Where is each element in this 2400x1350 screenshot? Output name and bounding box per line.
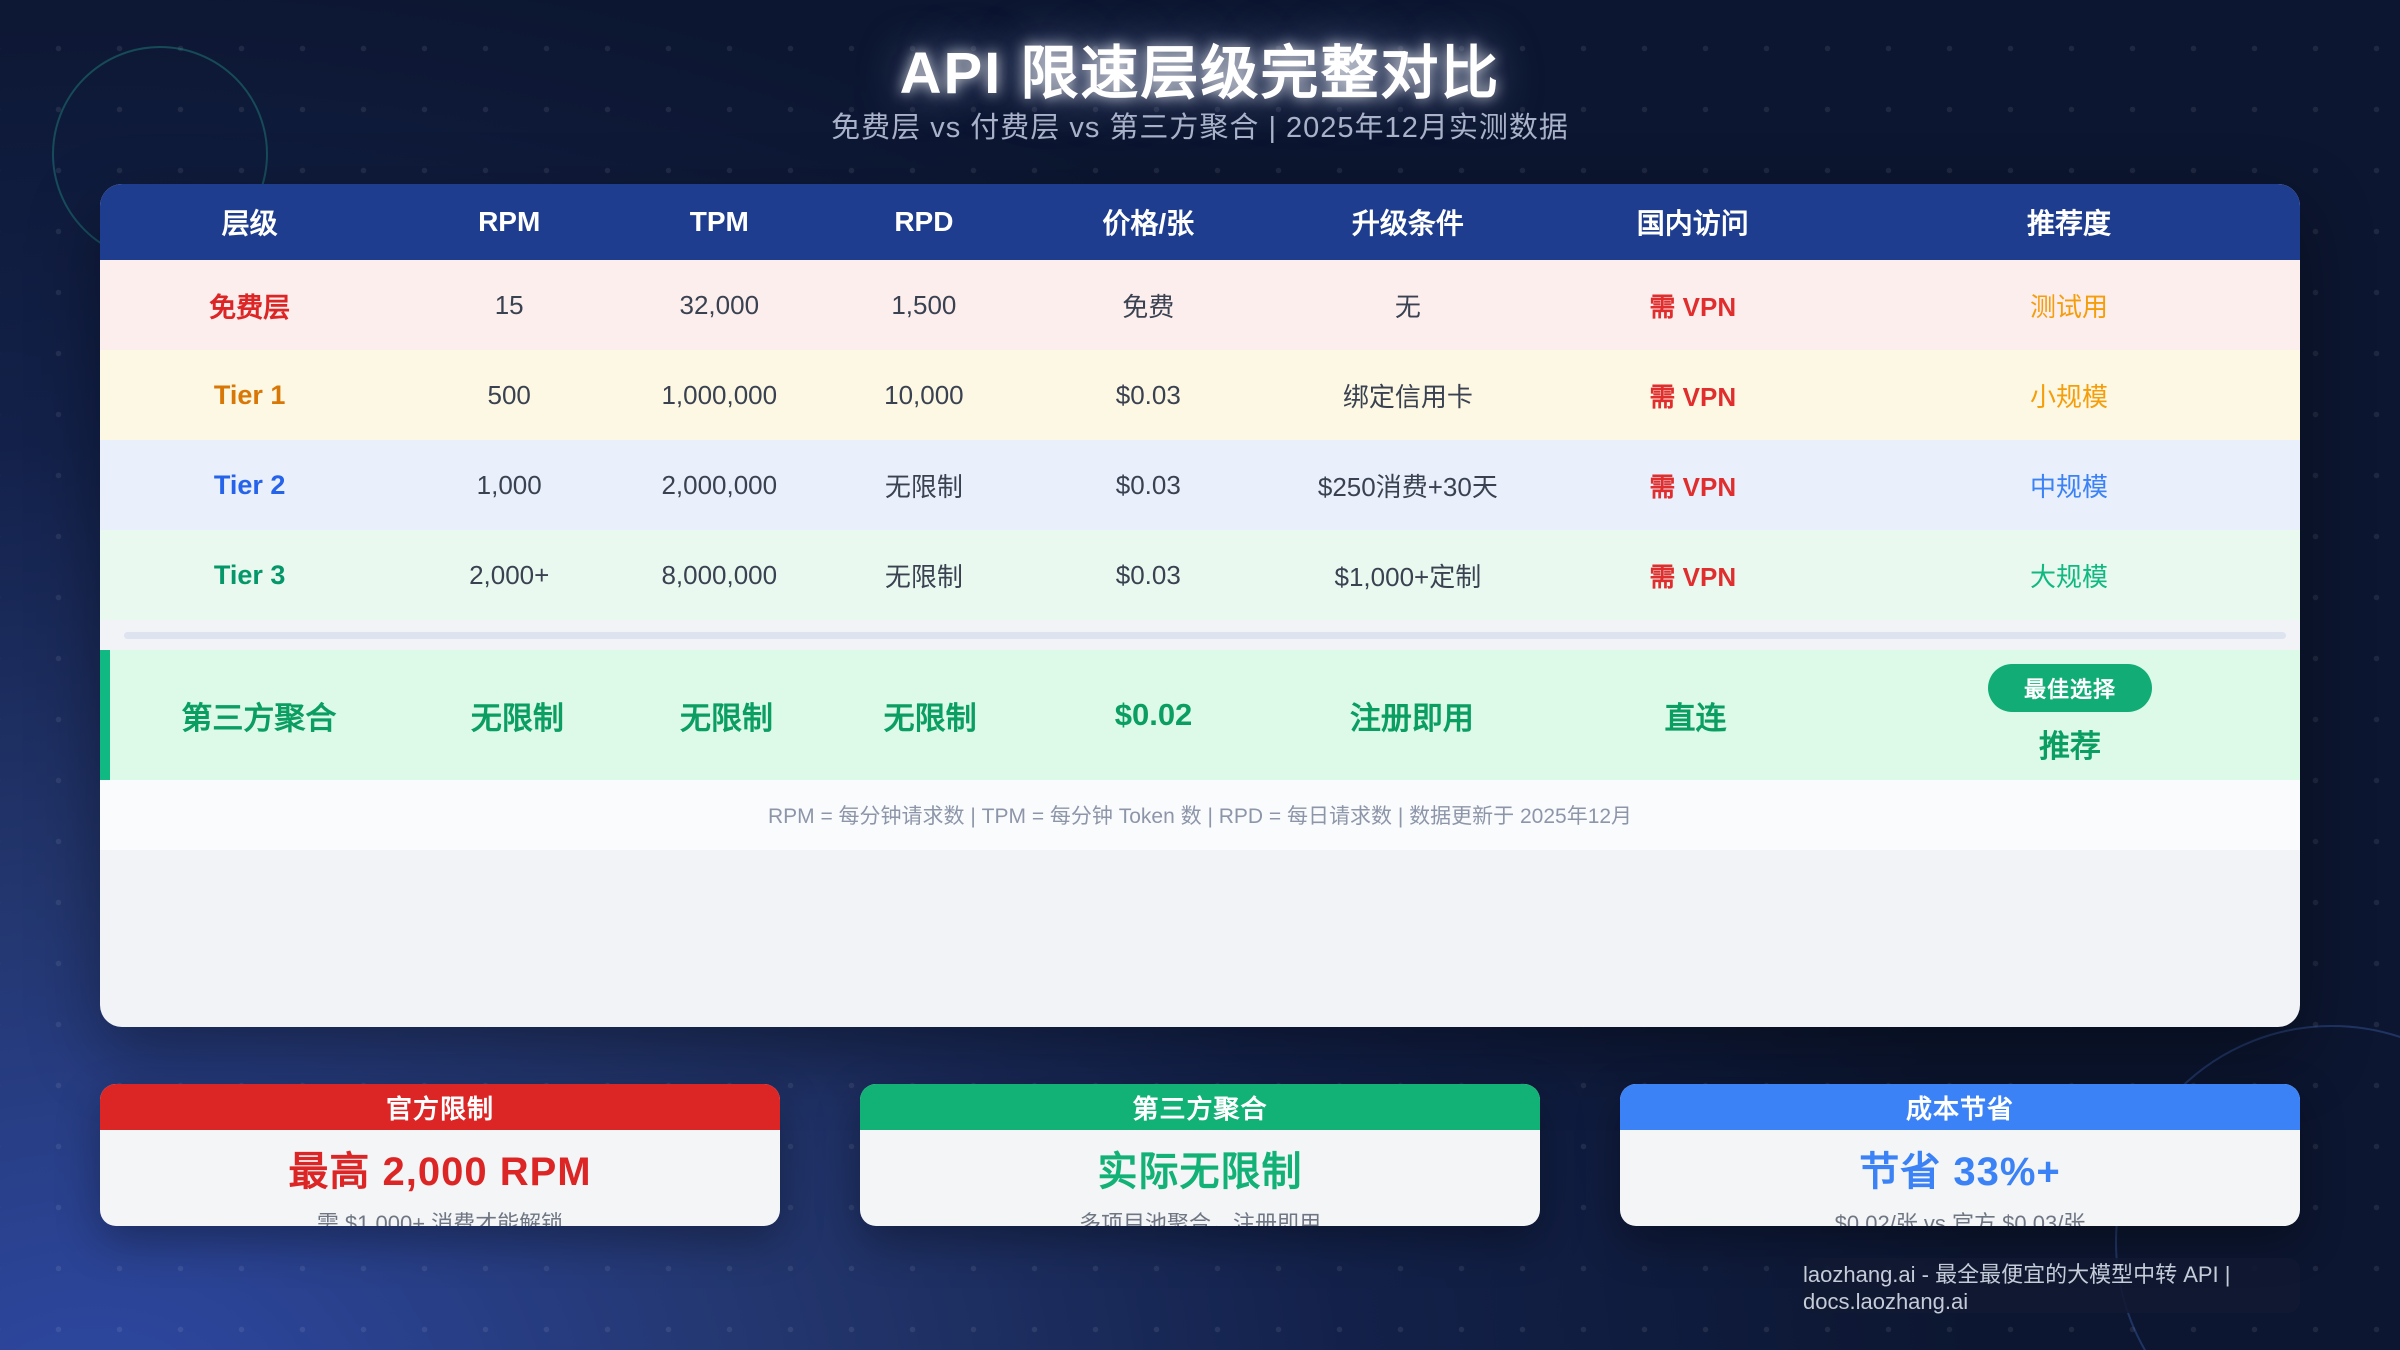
upgrade-condition: 无	[1394, 291, 1421, 322]
access-status: 需 VPN	[1649, 471, 1737, 502]
card-value: 节省 33%+	[1859, 1150, 2061, 1194]
tier-label: 免费层	[209, 292, 291, 323]
rpm-value: 15	[494, 289, 524, 320]
summary-card-cost-saving: 成本节省 节省 33%+ $0.02/张 vs 官方 $0.03/张	[1620, 1084, 2300, 1226]
rpm-value: 无限制	[470, 700, 564, 736]
price-value: $0.03	[1115, 559, 1181, 590]
column-header-price: 价格/张	[1102, 208, 1195, 239]
rating-cell: 最佳选择 推荐	[1840, 650, 2300, 780]
page-subtitle: 免费层 vs 付费层 vs 第三方聚合 | 2025年12月实测数据	[831, 112, 1569, 144]
access-status: 需 VPN	[1649, 381, 1737, 412]
table-footnote: RPM = 每分钟请求数 | TPM = 每分钟 Token 数 | RPD =…	[100, 780, 2300, 850]
rpm-value: 2,000+	[469, 559, 550, 590]
summary-card-aggregator: 第三方聚合 实际无限制 多项目池聚合，注册即用	[860, 1084, 1540, 1226]
card-caption: 需 $1,000+ 消费才能解锁	[316, 1211, 564, 1226]
rpd-value: 无限制	[883, 700, 977, 736]
column-header-rpm: RPM	[478, 206, 541, 237]
access-status: 直连	[1664, 700, 1727, 736]
column-header-rating: 推荐度	[2026, 208, 2111, 239]
table-row-tier3: Tier 3 2,000+ 8,000,000 无限制 $0.03 $1,000…	[100, 530, 2300, 620]
table-row-tier1: Tier 1 500 1,000,000 10,000 $0.03 绑定信用卡 …	[100, 350, 2300, 440]
table-row-free-tier: 免费层 15 32,000 1,500 免费 无 需 VPN 测试用	[100, 260, 2300, 350]
price-value: 免费	[1122, 291, 1175, 322]
tier-label: Tier 3	[213, 559, 286, 590]
column-header-rpd: RPD	[894, 206, 954, 237]
comparison-table: 层级 RPM TPM RPD 价格/张 升级条件 国内访问 推荐度 免费层 15…	[100, 184, 2300, 1027]
access-status: 需 VPN	[1649, 291, 1737, 322]
upgrade-condition: 注册即用	[1349, 700, 1474, 736]
page-title: API 限速层级完整对比	[899, 41, 1501, 106]
card-header: 成本节省	[1620, 1084, 2300, 1130]
tier-label: 第三方聚合	[181, 700, 337, 736]
card-header: 官方限制	[100, 1084, 780, 1130]
access-status: 需 VPN	[1649, 561, 1737, 592]
price-value: $0.03	[1115, 469, 1181, 500]
rpm-value: 500	[487, 379, 531, 410]
table-row-tier2: Tier 2 1,000 2,000,000 无限制 $0.03 $250消费+…	[100, 440, 2300, 530]
rating-label: 测试用	[2029, 291, 2108, 322]
tpm-value: 无限制	[679, 700, 773, 736]
table-header-row: 层级 RPM TPM RPD 价格/张 升级条件 国内访问 推荐度	[100, 184, 2300, 260]
card-caption: $0.02/张 vs 官方 $0.03/张	[1834, 1211, 2086, 1226]
upgrade-condition: 绑定信用卡	[1342, 381, 1473, 412]
brand-footer: laozhang.ai - 最全最便宜的大模型中转 API | docs.lao…	[1803, 1258, 2300, 1314]
column-header-upgrade: 升级条件	[1351, 208, 1464, 239]
rpm-value: 1,000	[476, 469, 542, 500]
rating-label: 推荐	[2039, 729, 2101, 764]
tier-label: Tier 1	[213, 379, 286, 410]
section-divider	[100, 620, 2300, 650]
rating-label: 中规模	[2029, 471, 2108, 502]
column-header-tpm: TPM	[689, 206, 749, 237]
rating-label: 大规模	[2029, 561, 2108, 592]
card-value: 最高 2,000 RPM	[288, 1150, 592, 1194]
best-choice-badge: 最佳选择	[1988, 664, 2153, 712]
column-header-tier: 层级	[221, 208, 278, 239]
tier-label: Tier 2	[213, 469, 286, 500]
card-value: 实际无限制	[1097, 1150, 1303, 1194]
card-header: 第三方聚合	[860, 1084, 1540, 1130]
summary-card-official-limit: 官方限制 最高 2,000 RPM 需 $1,000+ 消费才能解锁	[100, 1084, 780, 1226]
table-row-aggregator: 第三方聚合 无限制 无限制 无限制 $0.02 注册即用 直连 最佳选择 推荐	[100, 650, 2300, 780]
tpm-value: 2,000,000	[661, 469, 778, 500]
rpd-value: 无限制	[884, 471, 963, 502]
price-value: $0.02	[1114, 697, 1193, 732]
rating-label: 小规模	[2029, 381, 2108, 412]
divider-line	[124, 631, 2286, 639]
tpm-value: 32,000	[679, 289, 760, 320]
rpd-value: 无限制	[884, 561, 963, 592]
rpd-value: 10,000	[884, 379, 964, 410]
upgrade-condition: $1,000+定制	[1334, 561, 1482, 592]
rpd-value: 1,500	[891, 289, 957, 320]
price-value: $0.03	[1115, 379, 1181, 410]
column-header-access: 国内访问	[1636, 208, 1749, 239]
card-caption: 多项目池聚合，注册即用	[1078, 1211, 1321, 1226]
upgrade-condition: $250消费+30天	[1317, 471, 1498, 502]
tpm-value: 1,000,000	[661, 379, 778, 410]
tpm-value: 8,000,000	[661, 559, 778, 590]
